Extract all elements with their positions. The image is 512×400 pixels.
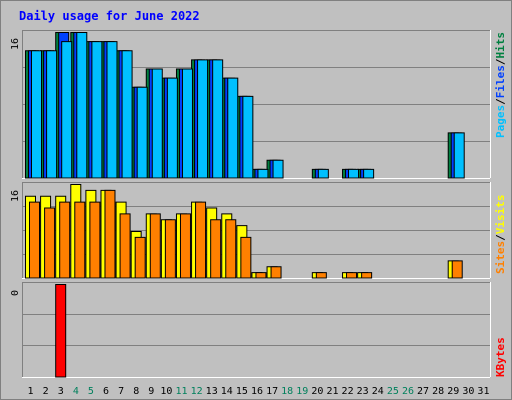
x-tick-label-19: 19 bbox=[296, 386, 308, 397]
x-tick-label-20: 20 bbox=[311, 386, 323, 397]
bar-sites-day-9 bbox=[149, 213, 161, 279]
bar-pages-day-9 bbox=[151, 68, 163, 179]
legend-middle-item-0: Sites bbox=[494, 241, 507, 274]
bar-pages-day-8 bbox=[136, 86, 148, 179]
x-tick-label-22: 22 bbox=[342, 386, 354, 397]
bar-sites-day-13 bbox=[210, 219, 222, 279]
bar-sites-day-6 bbox=[104, 189, 116, 279]
bar-sites-day-1 bbox=[29, 201, 40, 279]
legend-top-item-2: Files bbox=[494, 65, 507, 98]
bar-sites-day-2 bbox=[44, 207, 56, 279]
bar-pages-day-16 bbox=[257, 168, 269, 179]
legend-top-item-1: / bbox=[494, 98, 507, 105]
bar-sites-day-12 bbox=[195, 201, 207, 279]
x-tick-label-31: 31 bbox=[477, 386, 489, 397]
bar-sites-day-11 bbox=[179, 213, 191, 279]
x-tick-label-17: 17 bbox=[266, 386, 278, 397]
panel-bottom-background bbox=[22, 282, 490, 377]
bar-pages-day-3 bbox=[61, 41, 73, 179]
x-tick-label-12: 12 bbox=[191, 386, 203, 397]
bar-sites-day-16 bbox=[255, 272, 267, 279]
x-tick-label-21: 21 bbox=[326, 386, 338, 397]
bar-sites-day-4 bbox=[74, 201, 86, 279]
x-tick-label-1: 1 bbox=[28, 386, 34, 397]
x-tick-label-26: 26 bbox=[402, 386, 414, 397]
legend-middle-item-1: / bbox=[494, 234, 507, 241]
legend-top-item-0: Pages bbox=[494, 105, 507, 138]
bar-pages-day-6 bbox=[106, 41, 118, 179]
legend-top-item-4: Hits bbox=[494, 32, 507, 59]
x-tick-label-2: 2 bbox=[43, 386, 49, 397]
x-tick-label-25: 25 bbox=[387, 386, 399, 397]
bar-pages-day-4 bbox=[76, 32, 88, 179]
x-tick-label-18: 18 bbox=[281, 386, 293, 397]
x-tick-label-13: 13 bbox=[206, 386, 218, 397]
bar-pages-day-17 bbox=[272, 159, 284, 179]
bar-pages-day-23 bbox=[363, 168, 375, 179]
bar-pages-day-20 bbox=[317, 168, 329, 179]
x-tick-label-28: 28 bbox=[432, 386, 444, 397]
bar-sites-day-23 bbox=[361, 272, 373, 279]
x-tick-label-11: 11 bbox=[175, 386, 187, 397]
legend-top-item-3: / bbox=[494, 58, 507, 65]
bar-pages-day-7 bbox=[121, 50, 133, 179]
bar-pages-day-22 bbox=[348, 168, 360, 179]
bar-sites-day-20 bbox=[315, 272, 327, 279]
x-tick-label-27: 27 bbox=[417, 386, 429, 397]
x-tick-label-24: 24 bbox=[372, 386, 384, 397]
x-tick-label-15: 15 bbox=[236, 386, 248, 397]
bar-sites-day-5 bbox=[89, 201, 101, 279]
bar-pages-day-14 bbox=[227, 77, 239, 179]
x-tick-label-14: 14 bbox=[221, 386, 233, 397]
bar-kbytes-day-3 bbox=[55, 284, 67, 378]
bar-pages-day-1 bbox=[31, 50, 42, 179]
bar-sites-day-15 bbox=[240, 236, 252, 279]
bar-sites-day-7 bbox=[119, 213, 131, 279]
chart-title: Daily usage for June 2022 bbox=[19, 9, 200, 23]
x-tick-label-3: 3 bbox=[58, 386, 64, 397]
x-tick-label-16: 16 bbox=[251, 386, 263, 397]
bar-pages-day-15 bbox=[242, 95, 254, 179]
bar-sites-day-10 bbox=[164, 219, 176, 279]
x-tick-label-29: 29 bbox=[447, 386, 459, 397]
bar-sites-day-17 bbox=[270, 266, 282, 279]
x-tick-label-23: 23 bbox=[357, 386, 369, 397]
x-tick-label-30: 30 bbox=[462, 386, 474, 397]
panel-bottom-ymax-label: 0 bbox=[10, 290, 21, 296]
panel-top-legend: Pages/Files/Hits bbox=[494, 32, 507, 138]
bar-pages-day-29 bbox=[453, 132, 465, 179]
bar-sites-day-8 bbox=[134, 236, 146, 279]
bar-pages-day-5 bbox=[91, 41, 103, 179]
panel-middle-legend: Sites/Visits bbox=[494, 195, 507, 275]
panel-bottom-legend: KBytes bbox=[494, 337, 507, 377]
x-tick-label-10: 10 bbox=[160, 386, 172, 397]
bar-sites-day-3 bbox=[59, 201, 71, 279]
bar-pages-day-13 bbox=[212, 59, 224, 179]
panel-middle-ymax-label: 16 bbox=[10, 190, 21, 202]
legend-bottom-item-0: KBytes bbox=[494, 337, 507, 377]
bar-sites-day-14 bbox=[225, 219, 237, 279]
legend-middle-item-2: Visits bbox=[494, 195, 507, 235]
panel-top-ymax-label: 16 bbox=[10, 38, 21, 50]
x-tick-label-9: 9 bbox=[148, 386, 154, 397]
x-tick-label-6: 6 bbox=[103, 386, 109, 397]
bar-pages-day-12 bbox=[197, 59, 209, 179]
bar-pages-day-10 bbox=[166, 77, 178, 179]
bar-pages-day-2 bbox=[46, 50, 58, 179]
x-tick-label-8: 8 bbox=[133, 386, 139, 397]
bar-sites-day-29 bbox=[451, 260, 463, 279]
bar-pages-day-11 bbox=[181, 68, 193, 179]
x-tick-label-4: 4 bbox=[73, 386, 79, 397]
bar-sites-day-22 bbox=[346, 272, 358, 279]
x-tick-label-5: 5 bbox=[88, 386, 94, 397]
x-tick-label-7: 7 bbox=[118, 386, 124, 397]
